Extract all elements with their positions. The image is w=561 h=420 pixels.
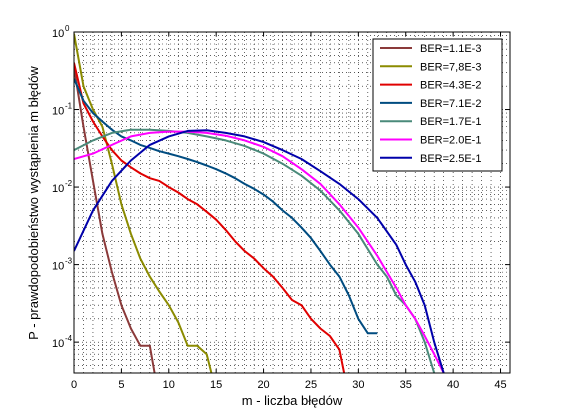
x-tick-label: 10 xyxy=(163,379,175,391)
series-line-6 xyxy=(74,130,445,373)
legend-label: BER=1.7E-1 xyxy=(420,116,481,128)
y-tick-base: 10 xyxy=(52,106,64,118)
legend: BER=1.1E-3 BER=7,8E-3 BER=4.3E-2 BER=7.1E-2… xyxy=(372,38,503,172)
plot-frame xyxy=(73,31,511,374)
y-tick-label: 10 -3 xyxy=(52,257,73,273)
legend-box xyxy=(372,38,503,172)
x-tick-label: 35 xyxy=(400,379,412,391)
y-tick-label: 10 0 xyxy=(52,24,70,40)
legend-label: BER=2.0E-1 xyxy=(420,135,481,147)
x-tick-label: 40 xyxy=(447,379,459,391)
series-line-7 xyxy=(74,129,445,373)
y-tick-exponent: -4 xyxy=(65,334,73,343)
legend-label: BER=1.1E-3 xyxy=(420,43,481,55)
y-tick-base: 10 xyxy=(52,338,64,350)
x-tick-label: 5 xyxy=(118,379,124,391)
y-tick-label: 10 -1 xyxy=(52,102,73,118)
x-tick-label: 25 xyxy=(305,379,317,391)
series-line-1 xyxy=(74,67,156,373)
x-axis-label: m - liczba błędów xyxy=(242,393,343,408)
y-axis-label: P - prawdopodobieństwo wystąpienia m błę… xyxy=(26,66,41,340)
x-tick-label: 0 xyxy=(71,379,77,391)
x-tick-labels: 0 5 10 15 20 25 30 35 40 45 xyxy=(71,379,507,391)
legend-label: BER=2.5E-1 xyxy=(420,153,481,165)
y-tick-label: 10 -4 xyxy=(52,334,73,350)
y-tick-exponent: -2 xyxy=(65,179,73,188)
y-tick-exponent: 0 xyxy=(65,24,70,33)
x-tick-label: 15 xyxy=(210,379,222,391)
y-tick-label: 10 -2 xyxy=(52,179,73,195)
legend-label: BER=7.1E-2 xyxy=(420,98,481,110)
y-tick-exponent: -3 xyxy=(65,257,73,266)
y-tick-base: 10 xyxy=(52,183,64,195)
series-line-5 xyxy=(74,128,436,373)
x-tick-label: 20 xyxy=(257,379,269,391)
y-tick-base: 10 xyxy=(52,28,64,40)
series-line-4 xyxy=(74,78,378,335)
x-tick-label: 45 xyxy=(494,379,506,391)
y-tick-exponent: -1 xyxy=(65,102,73,111)
legend-label: BER=4.3E-2 xyxy=(420,80,481,92)
y-tick-base: 10 xyxy=(52,261,64,273)
tick-marks xyxy=(73,31,510,373)
series-layer xyxy=(74,33,445,373)
series-line-3 xyxy=(74,62,346,373)
x-tick-label: 30 xyxy=(352,379,364,391)
legend-label: BER=7,8E-3 xyxy=(420,61,481,73)
